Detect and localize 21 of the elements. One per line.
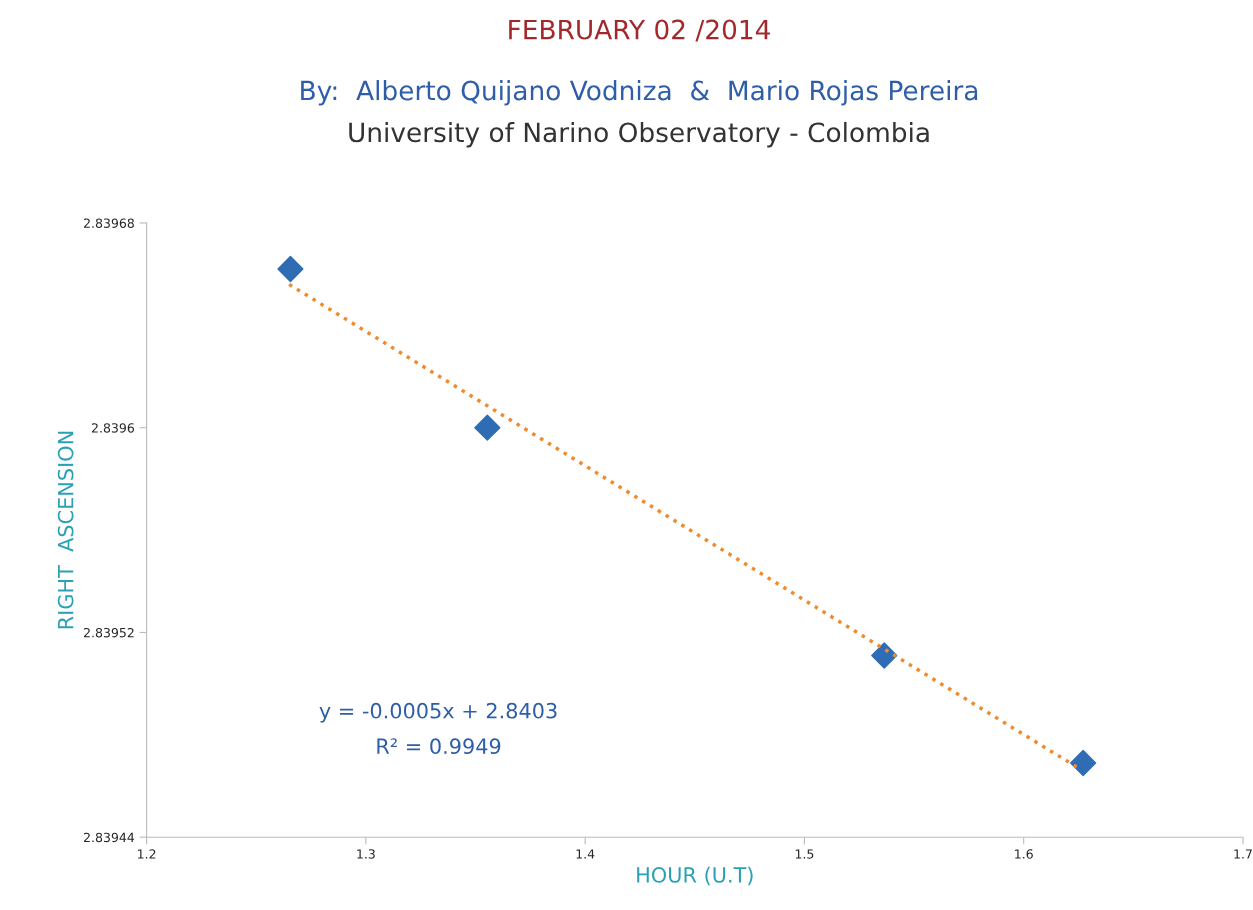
x-tick-label: 1.4 <box>576 849 595 859</box>
y-axis-title: RIGHT ASCENSION <box>57 431 74 629</box>
point <box>871 642 898 669</box>
chart-title: FEBRUARY 02 /2014 <box>509 19 770 42</box>
x-tick-label: 1.7 <box>1234 849 1252 859</box>
point <box>474 414 501 441</box>
point <box>1069 749 1097 777</box>
annotation: y = -0.0005x + 2.8403 <box>319 702 557 723</box>
annotation: R² = 0.9949 <box>377 738 501 755</box>
x-tick-label: 1.6 <box>1015 849 1033 859</box>
y-tick-label: 2.83952 <box>84 627 134 638</box>
y-tick-label: 2.83944 <box>84 832 135 843</box>
x-tick-label: 1.3 <box>357 849 375 859</box>
x-tick-label: 1.5 <box>795 849 814 859</box>
x-axis-title: HOUR (U.T) <box>637 866 753 886</box>
chart-subtitle: By: Alberto Quijano Vodniza & Mario Rojas Pereira <box>301 80 978 106</box>
y-tick-label: 2.8396 <box>91 423 135 433</box>
point <box>277 255 304 283</box>
x-tick-label: 1.2 <box>138 849 156 859</box>
text: University of Narino Observatory - Colombia <box>349 121 929 148</box>
y-tick-label: 2.83968 <box>84 218 134 228</box>
